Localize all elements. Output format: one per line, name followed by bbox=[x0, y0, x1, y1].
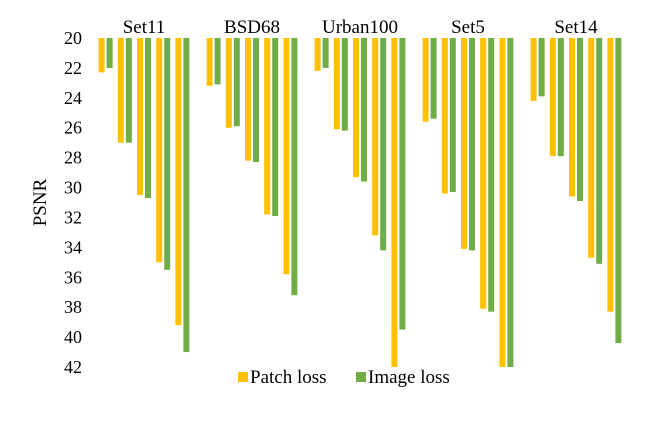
bar-image-loss-set11-4 bbox=[164, 38, 171, 270]
bar-image-loss-set11-5 bbox=[183, 38, 190, 353]
axes-layer: 20 22 24 26 28 30 32 34 36 38 40 42 bbox=[64, 28, 82, 377]
bar-image-loss-set5-3 bbox=[469, 38, 475, 251]
bar-patch-loss-set14-5 bbox=[607, 38, 614, 312]
bar-image-loss-set5-1 bbox=[430, 38, 437, 119]
bar-patch-loss-set14-2 bbox=[549, 38, 556, 157]
bar-image-loss-set11-2 bbox=[125, 38, 132, 143]
bar-image-loss-bsd68-5 bbox=[291, 38, 298, 296]
bar-patch-loss-set5-2 bbox=[441, 38, 448, 194]
bar-patch-loss-urban100-4 bbox=[372, 38, 379, 236]
y-tick-label-20: 20 bbox=[64, 28, 82, 48]
bars-layer bbox=[98, 38, 622, 367]
bar-image-loss-set14-1 bbox=[538, 38, 545, 97]
legend: Patch loss Image loss bbox=[238, 367, 450, 388]
bar-patch-loss-bsd68-2 bbox=[225, 38, 232, 128]
y-tick-label-30: 30 bbox=[64, 178, 82, 198]
y-axis-label: PSNR bbox=[30, 178, 51, 226]
bar-image-loss-set14-2 bbox=[557, 38, 564, 157]
category-label-set14: Set14 bbox=[554, 17, 598, 38]
y-tick-label-42: 42 bbox=[64, 357, 82, 377]
legend-label-image-loss: Image loss bbox=[368, 367, 450, 388]
category-label-bsd68: BSD68 bbox=[224, 17, 280, 38]
bar-image-loss-urban100-1 bbox=[322, 38, 329, 68]
bar-patch-loss-urban100-1 bbox=[314, 38, 321, 71]
bar-patch-loss-set14-1 bbox=[530, 38, 537, 101]
bar-image-loss-bsd68-3 bbox=[253, 38, 259, 163]
category-label-set5: Set5 bbox=[451, 17, 485, 38]
category-label-urban100: Urban100 bbox=[322, 17, 398, 38]
bar-patch-loss-set5-1 bbox=[422, 38, 429, 122]
bar-image-loss-set14-3 bbox=[577, 38, 583, 201]
bar-image-loss-bsd68-2 bbox=[233, 38, 240, 127]
legend-swatch-patch-loss bbox=[238, 372, 248, 382]
bar-patch-loss-urban100-2 bbox=[333, 38, 340, 130]
y-tick-label-38: 38 bbox=[64, 297, 82, 317]
bar-image-loss-urban100-2 bbox=[341, 38, 348, 131]
bar-patch-loss-set5-4 bbox=[480, 38, 487, 309]
bar-patch-loss-urban100-5 bbox=[391, 38, 398, 367]
bar-image-loss-bsd68-1 bbox=[214, 38, 221, 85]
bar-image-loss-urban100-4 bbox=[380, 38, 387, 251]
bar-patch-loss-urban100-3 bbox=[353, 38, 359, 178]
bar-patch-loss-set11-2 bbox=[117, 38, 124, 143]
legend-label-patch-loss: Patch loss bbox=[250, 367, 327, 388]
bar-image-loss-set14-5 bbox=[615, 38, 622, 344]
y-tick-label-36: 36 bbox=[64, 267, 82, 287]
y-tick-label-24: 24 bbox=[64, 88, 82, 108]
bar-image-loss-set11-1 bbox=[106, 38, 113, 68]
bar-patch-loss-bsd68-3 bbox=[245, 38, 251, 161]
legend-swatch-image-loss bbox=[356, 372, 366, 382]
bar-image-loss-set14-4 bbox=[596, 38, 603, 264]
y-tick-label-22: 22 bbox=[64, 58, 82, 78]
bar-image-loss-bsd68-4 bbox=[272, 38, 279, 216]
bar-image-loss-set5-4 bbox=[488, 38, 495, 312]
y-tick-label-26: 26 bbox=[64, 118, 82, 138]
bar-patch-loss-set11-5 bbox=[175, 38, 182, 326]
category-label-set11: Set11 bbox=[123, 17, 166, 38]
bar-image-loss-set5-5 bbox=[507, 38, 514, 367]
labels-layer: PSNR Set11 BSD68 Urban100 Set5 Set14 bbox=[30, 17, 598, 226]
bar-patch-loss-bsd68-5 bbox=[283, 38, 290, 275]
bar-patch-loss-set11-1 bbox=[98, 38, 105, 73]
y-tick-label-32: 32 bbox=[64, 208, 82, 228]
bar-patch-loss-set5-5 bbox=[499, 38, 506, 367]
bar-patch-loss-set5-3 bbox=[461, 38, 467, 249]
bar-patch-loss-bsd68-1 bbox=[206, 38, 213, 86]
y-tick-label-28: 28 bbox=[64, 148, 82, 168]
bar-image-loss-set11-3 bbox=[145, 38, 151, 199]
bar-patch-loss-set11-3 bbox=[137, 38, 143, 196]
bar-image-loss-urban100-5 bbox=[399, 38, 406, 330]
y-tick-label-34: 34 bbox=[64, 237, 82, 257]
bar-image-loss-set5-2 bbox=[449, 38, 456, 193]
bar-image-loss-urban100-3 bbox=[361, 38, 367, 182]
y-tick-label-40: 40 bbox=[64, 327, 82, 347]
bar-patch-loss-set11-4 bbox=[156, 38, 163, 263]
bar-patch-loss-set14-3 bbox=[569, 38, 575, 197]
bar-patch-loss-set14-4 bbox=[588, 38, 595, 258]
bar-patch-loss-bsd68-4 bbox=[264, 38, 271, 215]
